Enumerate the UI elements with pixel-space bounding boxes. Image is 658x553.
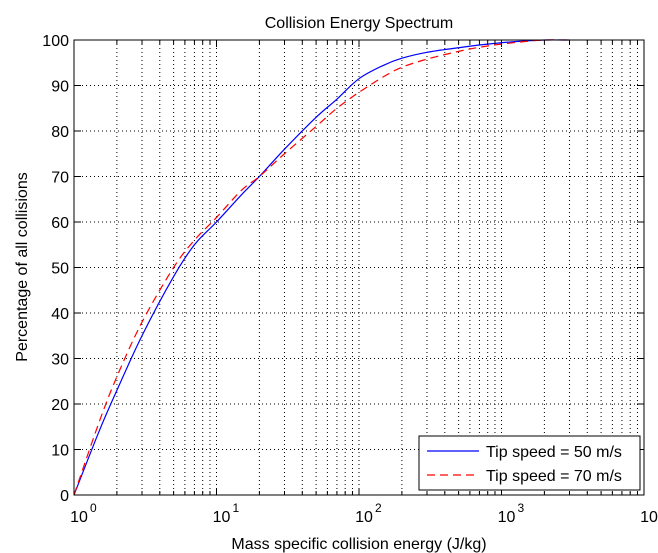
grid-major [74, 40, 644, 495]
x-tick-label: 10 [213, 509, 231, 526]
axis-ticks [73, 39, 645, 496]
x-tick-label: 10 [498, 509, 516, 526]
y-tick-label: 10 [51, 443, 69, 460]
y-tick-label: 80 [51, 124, 69, 141]
chart-title: Collision Energy Spectrum [265, 15, 454, 32]
y-tick-label: 40 [51, 306, 69, 323]
x-axis-label: Mass specific collision energy (J/kg) [231, 536, 486, 553]
legend-label-50: Tip speed = 50 m/s [486, 444, 622, 461]
x-tick-label: 10 [70, 509, 88, 526]
y-tick-label: 70 [51, 170, 69, 187]
y-axis-label: Percentage of all collisions [14, 172, 31, 361]
y-tick-label: 50 [51, 261, 69, 278]
y-tick-label: 90 [51, 79, 69, 96]
legend-label-70: Tip speed = 70 m/s [486, 468, 622, 485]
y-tick-label: 100 [42, 33, 69, 50]
series-line-tip-speed-70 [73, 39, 570, 496]
y-tick-label: 0 [60, 488, 69, 505]
x-tick-label: 10 [640, 509, 658, 526]
x-tick-labels: 100101102103104 [70, 501, 658, 526]
x-tick-exponent: 2 [375, 501, 382, 515]
series-line-tip-speed-50 [73, 39, 570, 496]
y-tick-label: 30 [51, 352, 69, 369]
x-tick-exponent: 0 [90, 501, 97, 515]
y-tick-label: 20 [51, 397, 69, 414]
y-tick-labels: 0 10 20 30 40 50 60 70 80 90 100 [42, 33, 69, 505]
x-tick-exponent: 3 [518, 501, 525, 515]
x-tick-label: 10 [355, 509, 373, 526]
x-tick-exponent: 1 [233, 501, 240, 515]
legend-box [418, 435, 641, 491]
legend: Tip speed = 50 m/s Tip speed = 70 m/s [418, 435, 641, 491]
series-layer [73, 39, 570, 496]
y-tick-label: 60 [51, 215, 69, 232]
